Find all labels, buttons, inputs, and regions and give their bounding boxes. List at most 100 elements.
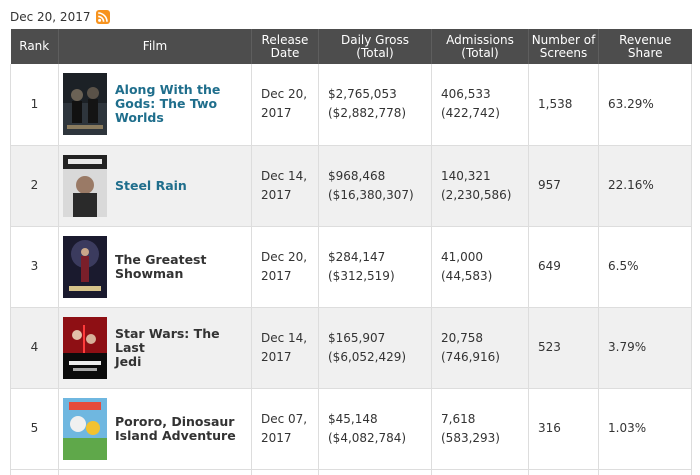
revenue-share-cell: 22.16% xyxy=(598,145,692,227)
daily-admissions-value: 140,321 xyxy=(441,168,491,183)
column-header-release-date: Release Date xyxy=(251,29,319,64)
header-line: Date xyxy=(270,45,300,60)
column-header-film: Film xyxy=(58,29,252,64)
release-date-cell: Dec 14, 2017 xyxy=(251,307,319,389)
column-header-daily-gross: Daily Gross (Total) xyxy=(318,29,432,64)
admissions-cell: 41,000 (44,583) xyxy=(431,226,529,308)
screens-cell: 1,538 xyxy=(528,64,599,146)
film-title-line: Gods: The Two xyxy=(115,96,218,112)
header-line: (Total) xyxy=(461,45,499,60)
film-title-link[interactable]: Along With the Gods: The Two Worlds xyxy=(115,83,220,125)
film-title-link[interactable]: Steel Rain xyxy=(115,178,187,193)
total-admissions-value: (746,916) xyxy=(441,349,500,364)
film-title: The Greatest Showman xyxy=(115,252,206,281)
header-line: Release xyxy=(261,32,309,47)
daily-gross-value: $2,765,053 xyxy=(328,87,397,102)
film-title: Star Wars: The Last Jedi xyxy=(115,325,251,369)
column-header-screens: Number of Screens xyxy=(528,29,599,64)
screens-cell: 649 xyxy=(528,226,599,308)
daily-gross-value: $968,468 xyxy=(328,168,386,183)
release-date-line: Dec 14, xyxy=(261,330,308,345)
film-cell: The Greatest Showman xyxy=(58,226,252,308)
film-title-line: Star Wars: The Last xyxy=(115,325,220,355)
daily-gross-value: $284,147 xyxy=(328,249,386,264)
film-title: Pororo, Dinosaur Island Adventure xyxy=(115,413,236,443)
film-cell: Steel Rain xyxy=(58,145,252,227)
header-line: (Total) xyxy=(356,45,394,60)
rank-cell: 1 xyxy=(10,64,59,146)
film-title-line: Along With the xyxy=(115,82,221,98)
table-row: 5 Pororo, Dinosaur Island Adventure Dec 07,… xyxy=(10,388,692,470)
total-admissions-value: (44,583) xyxy=(441,268,493,283)
daily-admissions-value: 7,618 xyxy=(441,411,476,426)
header-line: Screens xyxy=(539,45,588,60)
film-cell: Star Wars: The Last Jedi xyxy=(58,307,252,389)
empty-cell xyxy=(318,469,432,475)
table-row: 2 Steel Rain Dec 14, 2017 $968,468 ($16,380,3… xyxy=(10,145,692,227)
film-title-line: Showman xyxy=(115,265,184,281)
release-date-line: Dec 07, xyxy=(261,411,308,426)
movie-poster-image[interactable] xyxy=(63,154,107,217)
total-gross-value: ($6,052,429) xyxy=(328,349,407,364)
daily-admissions-value: 20,758 xyxy=(441,330,483,345)
revenue-share-cell: 6.5% xyxy=(598,226,692,308)
release-date-cell: Dec 14, 2017 xyxy=(251,145,319,227)
release-date-line: 2017 xyxy=(261,349,292,364)
release-date-line: Dec 14, xyxy=(261,168,308,183)
daily-gross-cell: $165,907 ($6,052,429) xyxy=(318,307,432,389)
movie-poster-image[interactable] xyxy=(63,397,107,460)
daily-gross-value: $45,148 xyxy=(328,411,378,426)
admissions-cell: 7,618 (583,293) xyxy=(431,388,529,470)
table-row: 4 Star Wars: The Last Jedi Dec 14, 2017 $165,… xyxy=(10,307,692,389)
total-admissions-value: (422,742) xyxy=(441,106,500,121)
total-gross-value: ($16,380,307) xyxy=(328,187,414,202)
rss-feed-icon[interactable] xyxy=(96,10,111,24)
table-row: 1 Along With the Gods: The Two Worlds Dec 20… xyxy=(10,64,692,146)
rank-cell: 2 xyxy=(10,145,59,227)
daily-gross-cell: $45,148 ($4,082,784) xyxy=(318,388,432,470)
screens-cell: 957 xyxy=(528,145,599,227)
release-date-cell: Dec 20, 2017 xyxy=(251,226,319,308)
daily-gross-cell: $968,468 ($16,380,307) xyxy=(318,145,432,227)
header-line: Number of xyxy=(531,32,596,47)
release-date-line: 2017 xyxy=(261,187,292,202)
empty-cell xyxy=(598,469,692,475)
release-date-line: 2017 xyxy=(261,106,292,121)
film-title-line: Island Adventure xyxy=(115,427,236,443)
film-title-line: Pororo, Dinosaur xyxy=(115,413,235,429)
header-line: Share xyxy=(627,45,663,60)
table-row: 3 The Greatest Showman Dec 20, 2017 $284,147 (… xyxy=(10,226,692,308)
rank-cell: 4 xyxy=(10,307,59,389)
total-admissions-value: (2,230,586) xyxy=(441,187,512,202)
rank-cell: 5 xyxy=(10,388,59,470)
admissions-cell: 406,533 (422,742) xyxy=(431,64,529,146)
film-cell: Along With the Gods: The Two Worlds xyxy=(58,64,252,146)
revenue-share-cell: 3.79% xyxy=(598,307,692,389)
rank-cell: 3 xyxy=(10,226,59,308)
film-title-line: Worlds xyxy=(115,110,164,126)
release-date-line: Dec 20, xyxy=(261,249,308,264)
total-admissions-value: (583,293) xyxy=(441,430,500,445)
total-gross-value: ($2,882,778) xyxy=(328,106,407,121)
column-header-revenue-share: Revenue Share xyxy=(598,29,692,64)
revenue-share-cell: 1.03% xyxy=(598,388,692,470)
header-line: Admissions xyxy=(446,32,514,47)
screens-cell: 523 xyxy=(528,307,599,389)
admissions-cell: 140,321 (2,230,586) xyxy=(431,145,529,227)
total-gross-value: ($312,519) xyxy=(328,268,395,283)
film-cell: Pororo, Dinosaur Island Adventure xyxy=(58,388,252,470)
movie-poster-image[interactable] xyxy=(63,316,107,379)
box-office-table: Rank Film Release Date Daily Gross (Total)… xyxy=(10,29,692,475)
empty-cell xyxy=(58,469,252,475)
movie-poster-image[interactable] xyxy=(63,235,107,298)
admissions-cell: 20,758 (746,916) xyxy=(431,307,529,389)
film-title-line: Jedi xyxy=(115,353,142,369)
daily-admissions-value: 406,533 xyxy=(441,87,491,102)
header-line: Daily Gross xyxy=(341,32,409,47)
screens-cell: 316 xyxy=(528,388,599,470)
revenue-share-cell: 63.29% xyxy=(598,64,692,146)
column-header-rank: Rank xyxy=(10,29,59,64)
empty-cell xyxy=(10,469,59,475)
movie-poster-image[interactable] xyxy=(63,73,107,136)
empty-cell xyxy=(528,469,599,475)
